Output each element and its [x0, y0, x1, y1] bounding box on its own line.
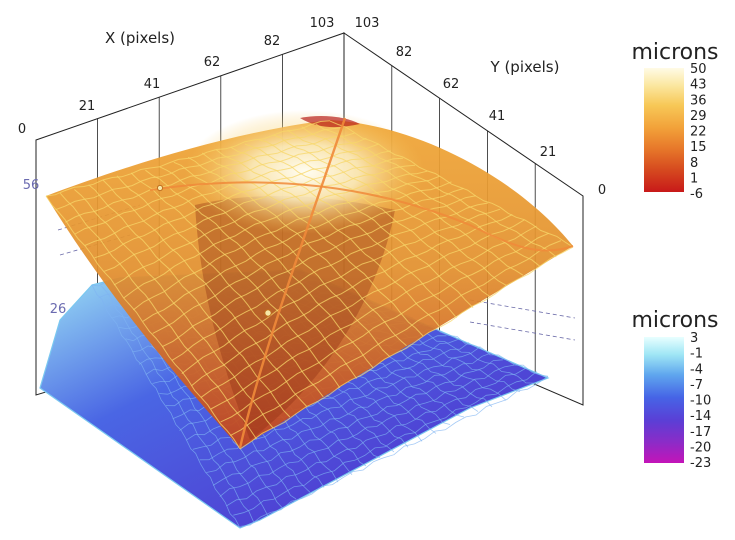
ridge-line-x	[238, 117, 347, 449]
z-tick-label: 56	[23, 178, 40, 193]
mesh-line	[181, 208, 501, 374]
colorbar-tick-label: -14	[690, 409, 711, 424]
colorbar-tick-label: 1	[690, 171, 698, 186]
z-axis-ticks: 26 56	[23, 178, 67, 317]
mesh-line	[91, 284, 241, 528]
colorbar-tick-label: 50	[690, 62, 707, 77]
colorbar-tick-label: 15	[690, 140, 707, 155]
mesh-line	[142, 181, 452, 322]
x-axis-ticks: 0 21 41 62 82 103	[18, 16, 335, 137]
ridge-line-y	[149, 181, 574, 252]
mesh-line	[220, 232, 549, 423]
mesh-line	[244, 143, 474, 308]
mesh-line	[212, 359, 503, 486]
colorbar-tick-label: -10	[690, 394, 711, 409]
mesh-line	[45, 195, 241, 450]
y-axis-label: Y (pixels)	[490, 58, 560, 76]
colorbar-tick-label: 8	[690, 156, 698, 171]
colorbar-tick-label: 22	[690, 125, 707, 140]
colorbar-tick-label: -4	[690, 362, 703, 377]
y-tick-label: 21	[540, 145, 557, 160]
x-tick-label: 0	[18, 122, 26, 137]
mesh-line	[233, 371, 537, 516]
x-tick-label: 62	[204, 55, 221, 70]
x-tick-label: 103	[310, 16, 335, 31]
mesh-line	[113, 164, 416, 286]
x-tick-label: 21	[79, 99, 96, 114]
colorbar-tick-label: 3	[690, 331, 698, 346]
mesh-line	[191, 214, 513, 387]
upper-surface-fill	[46, 120, 573, 448]
y-tick-label: 82	[396, 45, 413, 60]
mesh-line	[55, 127, 343, 211]
y-tick-label: 103	[355, 16, 380, 31]
surface-point	[264, 309, 272, 317]
mesh-line	[219, 364, 515, 497]
x-tick-label: 41	[144, 77, 161, 92]
colorbar-lower-gradient	[644, 337, 684, 463]
wall-gridline	[469, 299, 576, 319]
x-axis-label: X (pixels)	[105, 29, 175, 47]
mesh-line	[84, 143, 379, 246]
mesh-line	[239, 246, 574, 450]
colorbar-tick-label: -23	[690, 456, 711, 471]
colorbar-tick-label: -20	[690, 440, 711, 455]
mesh-line	[239, 375, 549, 527]
wall-gridline	[469, 321, 576, 341]
mesh-line	[258, 139, 491, 297]
mesh-line	[206, 352, 492, 473]
colorbar-tick-label: -1	[690, 347, 703, 362]
surface-point	[156, 184, 164, 192]
mesh-line	[59, 192, 258, 440]
mesh-line	[230, 240, 562, 437]
y-tick-label: 41	[489, 109, 506, 124]
mesh-line	[102, 179, 307, 407]
colorbar-lower-ticks: 3-1-4-7-10-14-17-20-23	[690, 331, 711, 471]
mesh-line	[123, 170, 428, 299]
mesh-line	[162, 195, 476, 348]
upper-surface	[45, 110, 574, 450]
colorbar-upper-gradient	[644, 68, 684, 192]
y-axis-ticks: 0 21 41 62 82 103	[355, 16, 607, 198]
mesh-line	[201, 152, 424, 337]
colorbar-tick-label: -6	[690, 187, 703, 202]
mesh-line	[145, 169, 358, 379]
colorbar-lower-title: microns	[631, 308, 718, 333]
colorbar-tick-label: 36	[690, 93, 707, 108]
mesh-line	[171, 202, 489, 361]
mesh-line	[159, 166, 374, 369]
mesh-line	[200, 219, 525, 398]
mesh-line	[45, 120, 331, 197]
mesh-line	[329, 120, 574, 248]
mesh-line	[287, 129, 524, 276]
mesh-line	[210, 225, 537, 410]
z-tick-label: 26	[50, 302, 67, 317]
colorbar-tick-label: 43	[690, 78, 707, 93]
x-tick-label: 82	[264, 34, 281, 49]
colorbar-upper-title: microns	[631, 40, 718, 65]
colorbar-tick-label: 29	[690, 109, 707, 124]
mesh-line	[226, 368, 526, 507]
mesh-line	[315, 123, 557, 258]
colorbar-lower: microns 3-1-4-7-10-14-17-20-23	[631, 308, 718, 471]
colorbar-tick-label: -7	[690, 378, 703, 393]
mesh-line	[132, 175, 440, 311]
mesh-line	[230, 146, 457, 319]
colorbar-tick-label: -17	[690, 425, 711, 440]
mesh-line	[216, 149, 441, 328]
mesh-line	[101, 285, 255, 523]
y-tick-label: 62	[443, 77, 460, 92]
y-tick-label: 0	[598, 183, 606, 198]
